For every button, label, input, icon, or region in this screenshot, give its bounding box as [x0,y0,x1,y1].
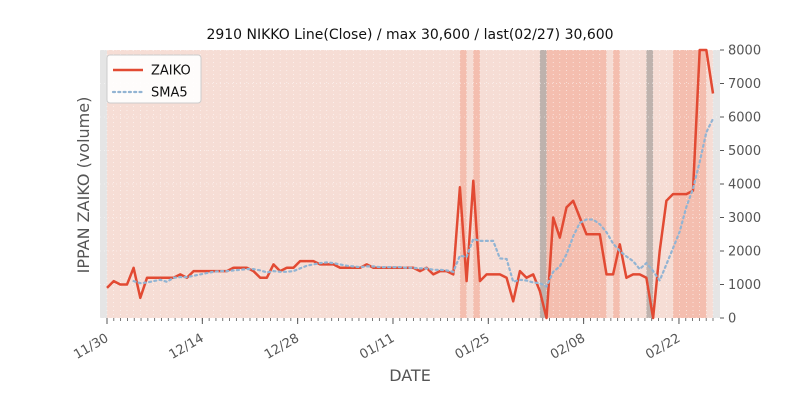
x-axis: 11/30 12/14 12/28 01/11 01/25 02/08 02/22 [71,318,714,363]
y-tick-label: 2000 [728,245,761,260]
y-tick-label: 4000 [728,178,761,193]
x-tick-label: 12/28 [262,331,302,363]
x-tick-label: 02/08 [548,331,588,363]
chart-title: 2910 NIKKO Line(Close) / max 30,600 / la… [206,27,613,43]
plot-left-margin [100,50,107,318]
x-tick-label: 12/14 [167,331,207,363]
legend-label-sma5: SMA5 [151,86,188,101]
legend-label-zaiko: ZAIKO [151,64,191,79]
x-axis-label: DATE [389,366,431,385]
y-axis-label: IPPAN ZAIKO (volume) [74,97,93,274]
legend: ZAIKO SMA5 [106,54,202,104]
y-tick-label: 7000 [728,77,761,92]
y-tick-label: 8000 [728,44,761,59]
y-axis: 0 1000 2000 3000 4000 5000 6000 7000 8000 [720,44,761,327]
series-lines [106,48,715,320]
shaded-band-2 [539,50,547,318]
shaded-band-0 [459,50,467,318]
shaded-band-5 [646,50,654,318]
x-tick-label: 01/11 [357,331,397,363]
x-tick-label: 01/25 [453,331,493,363]
y-tick-label: 5000 [728,144,761,159]
y-tick-label: 1000 [728,278,761,293]
x-tick-label: 02/22 [643,331,683,363]
y-tick-label: 0 [728,312,736,327]
series-line-sma5 [132,117,715,288]
y-tick-label: 3000 [728,211,761,226]
y-tick-label: 6000 [728,111,761,126]
shaded-band-6 [673,50,707,318]
x-tick-label: 11/30 [71,331,111,363]
